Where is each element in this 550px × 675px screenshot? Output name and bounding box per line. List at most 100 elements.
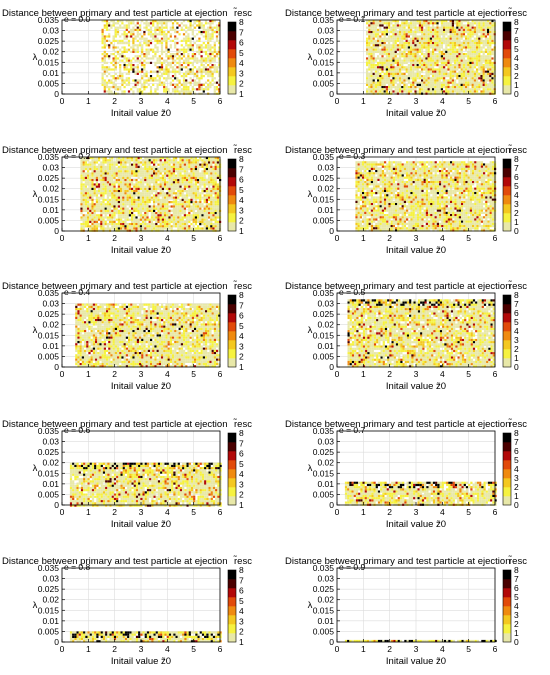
heatmap-cell xyxy=(134,28,137,31)
heatmap-cell xyxy=(436,22,439,25)
heatmap-cell xyxy=(390,90,393,93)
heatmap-cell xyxy=(425,53,428,56)
heatmap-cell xyxy=(392,37,395,40)
heatmap-cell xyxy=(121,72,124,75)
heatmap-cell xyxy=(87,187,90,190)
heatmap-cell xyxy=(410,64,413,67)
heatmap-cell xyxy=(112,46,115,49)
heatmap-cell xyxy=(145,86,148,89)
heatmap-cell xyxy=(164,203,167,206)
heatmap-cell xyxy=(159,185,162,188)
heatmap-cell xyxy=(98,174,101,177)
heatmap-cell xyxy=(432,46,435,49)
heatmap-cell xyxy=(197,196,200,199)
heatmap-cell xyxy=(105,61,109,64)
heatmap-cell xyxy=(429,77,432,80)
heatmap-cell xyxy=(366,77,369,80)
heatmap-cell xyxy=(390,26,393,29)
heatmap-cell xyxy=(216,214,219,217)
heatmap-cell xyxy=(471,59,474,62)
heatmap-cell xyxy=(208,181,211,184)
heatmap-cell xyxy=(407,72,410,75)
heatmap-cell xyxy=(177,203,180,206)
heatmap-cell xyxy=(117,183,120,186)
heatmap-cell xyxy=(165,24,168,27)
heatmap-cell xyxy=(192,225,195,228)
heatmap-cell xyxy=(379,90,382,93)
heatmap-cell xyxy=(440,59,443,62)
heatmap-cell xyxy=(410,72,413,75)
heatmap-cell xyxy=(181,216,184,219)
heatmap-cell xyxy=(374,81,377,84)
heatmap-cell xyxy=(160,31,164,34)
heatmap-cell xyxy=(91,174,94,177)
heatmap-cell xyxy=(480,24,483,27)
heatmap-cell xyxy=(192,161,195,164)
heatmap-cell xyxy=(148,176,151,179)
heatmap-cell xyxy=(209,57,212,60)
heatmap-cell xyxy=(458,79,461,82)
heatmap-cell xyxy=(156,72,159,75)
heatmap-cell xyxy=(473,37,476,40)
heatmap-cell xyxy=(82,192,85,195)
heatmap-cell xyxy=(168,218,171,221)
heatmap-cell xyxy=(487,33,490,36)
heatmap-cell xyxy=(167,20,170,23)
heatmap-cell xyxy=(145,61,148,64)
heatmap-cell xyxy=(191,79,194,82)
heatmap-cell xyxy=(166,225,169,228)
heatmap-cell xyxy=(166,181,169,184)
heatmap-cell xyxy=(403,90,406,93)
heatmap-cell xyxy=(401,79,404,82)
heatmap-cell xyxy=(146,209,149,212)
heatmap-cell xyxy=(193,22,197,25)
heatmap-cell xyxy=(407,64,410,67)
heatmap-cell xyxy=(473,46,476,49)
heatmap-cell xyxy=(183,207,186,210)
heatmap-cell xyxy=(84,172,87,175)
heatmap-cell xyxy=(95,174,98,177)
heatmap-cell xyxy=(447,86,450,89)
heatmap-cell xyxy=(199,216,202,219)
heatmap-cell xyxy=(191,44,194,47)
heatmap-cell xyxy=(152,55,155,58)
heatmap-cell xyxy=(445,33,448,36)
heatmap-cell xyxy=(427,44,430,47)
heatmap-cell xyxy=(476,68,479,71)
heatmap-cell xyxy=(449,77,452,80)
heatmap-cell xyxy=(87,174,90,177)
heatmap-cell xyxy=(183,212,186,215)
heatmap-cell xyxy=(401,61,404,64)
heatmap-cell xyxy=(366,33,369,36)
heatmap-cell xyxy=(471,90,474,93)
heatmap-cell xyxy=(203,161,206,164)
heatmap-cell xyxy=(141,90,144,93)
heatmap-cell xyxy=(148,227,151,230)
heatmap-cell xyxy=(131,192,134,195)
heatmap-cell xyxy=(190,194,193,197)
heatmap-cell xyxy=(102,223,105,226)
heatmap-cell xyxy=(127,20,131,23)
heatmap-cell xyxy=(181,192,184,195)
heatmap-cell xyxy=(436,72,439,75)
heatmap-cell xyxy=(374,57,377,60)
heatmap-cell xyxy=(418,75,421,78)
panel-e-label: e = 0.0 xyxy=(64,14,91,24)
heatmap-cell xyxy=(194,172,197,175)
heatmap-cell xyxy=(161,170,164,173)
heatmap-cell xyxy=(172,176,175,179)
heatmap-cell xyxy=(110,90,113,93)
heatmap-cell xyxy=(182,24,186,27)
heatmap-cell xyxy=(458,88,461,91)
heatmap-cell xyxy=(203,170,206,173)
heatmap-cell xyxy=(429,83,432,86)
y-tick-label: 0.005 xyxy=(38,78,60,88)
heatmap-cell xyxy=(179,165,182,168)
heatmap-cell xyxy=(112,53,115,56)
heatmap-cell xyxy=(125,68,128,71)
heatmap-cell xyxy=(392,57,395,60)
heatmap-cell xyxy=(91,157,94,160)
heatmap-cell xyxy=(194,218,197,221)
heatmap-cell xyxy=(142,183,145,186)
heatmap-cell xyxy=(91,159,94,162)
